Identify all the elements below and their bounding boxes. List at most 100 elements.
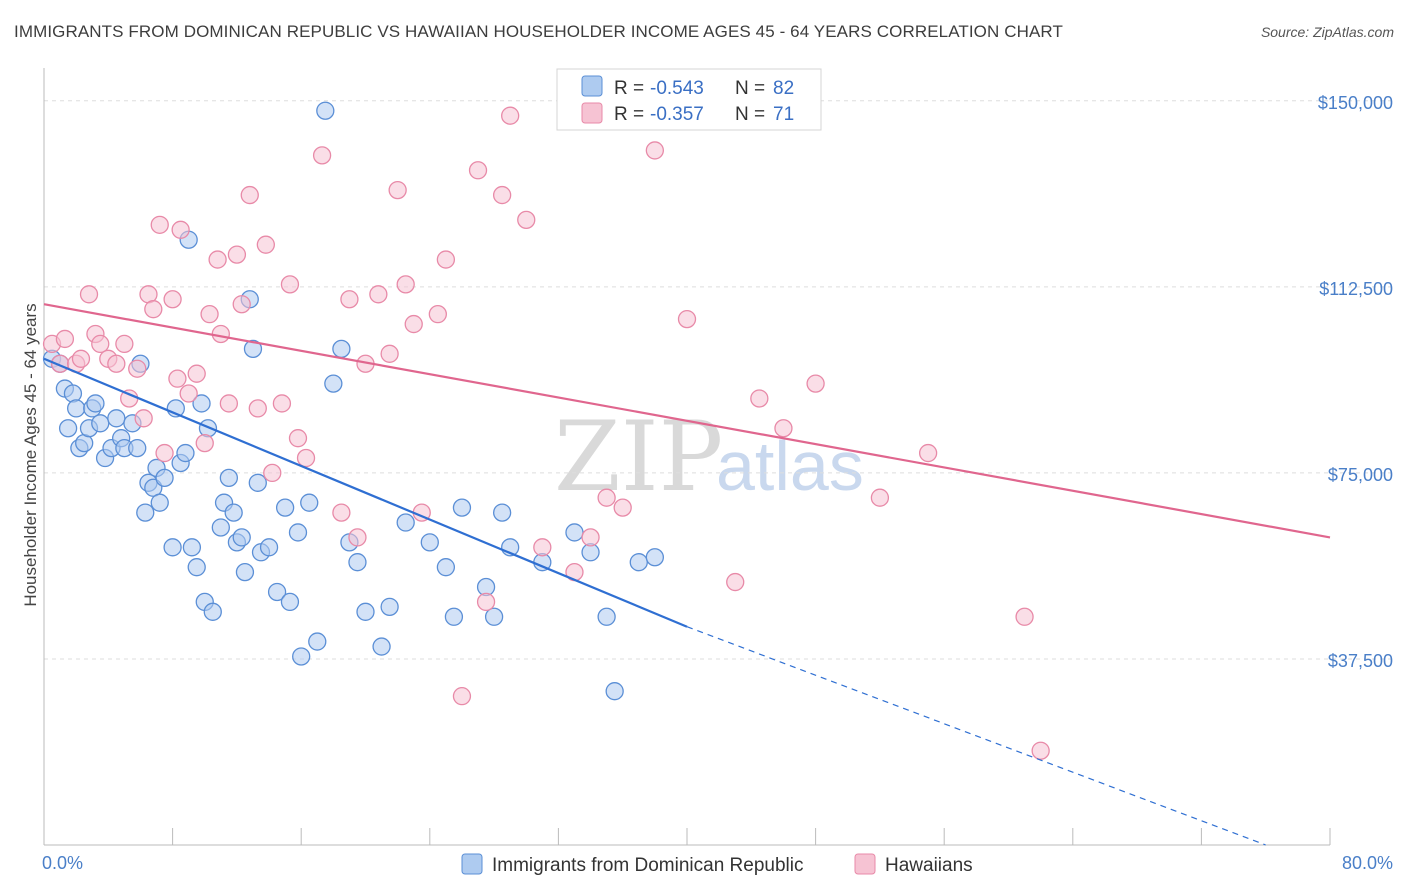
- hawaiians-point: [517, 210, 536, 230]
- hawaiians-point: [312, 146, 332, 165]
- dominican-republic-point: [316, 101, 335, 120]
- dominican-republic-point: [324, 374, 343, 393]
- x-tick-label-min: 0.0%: [42, 853, 83, 873]
- dominican-republic-point: [348, 553, 367, 572]
- hawaiians-point: [195, 433, 214, 453]
- dominican-republic-point: [243, 339, 263, 359]
- hawaiians-point: [348, 528, 367, 547]
- dominican-republic-point: [275, 498, 295, 517]
- y-tick-label: $112,500: [1319, 279, 1393, 299]
- hawaiians-point: [128, 359, 147, 378]
- dominican-republic-point: [219, 468, 239, 488]
- dominican-republic-point: [192, 394, 211, 413]
- hawaiians-point: [107, 354, 126, 373]
- hawaiians-point: [677, 309, 697, 329]
- dominican-republic-point: [372, 637, 391, 656]
- hawaiians-point: [452, 687, 472, 706]
- legend-n-value-2: 71: [773, 104, 794, 125]
- hawaiians-point: [369, 285, 388, 304]
- hawaiians-point: [428, 304, 447, 324]
- legend-swatch-blue: [581, 75, 603, 97]
- hawaiians-point: [171, 220, 190, 239]
- dominican-republic-point: [420, 533, 439, 552]
- dominican-republic-point: [629, 553, 648, 572]
- dominican-republic-point: [58, 419, 78, 438]
- hawaiians-point: [870, 488, 890, 507]
- hawaiians-point: [436, 250, 456, 269]
- trend-lines: [43, 303, 1331, 846]
- trend-line-dominican-republic-extension: [686, 626, 1266, 846]
- hawaiians-point: [380, 344, 399, 363]
- hawaiians-point: [332, 503, 351, 522]
- bottom-legend-swatch-pink: [854, 853, 876, 875]
- hawaiians-point: [288, 429, 308, 448]
- legend-n-label-1: N =: [735, 78, 765, 99]
- legend-r-label-2: R =: [614, 104, 644, 125]
- dominican-republic-point: [308, 632, 327, 651]
- hawaiians-point: [1031, 741, 1050, 760]
- watermark-zip: ZIP: [554, 401, 723, 513]
- hawaiians-point: [613, 498, 632, 517]
- dominican-republic-point: [155, 468, 174, 488]
- y-axis-label: Householder Income Ages 45 - 64 years: [21, 303, 40, 606]
- legend-n-label-2: N =: [735, 104, 765, 125]
- dominican-republic-point: [444, 607, 464, 626]
- dominican-republic-point: [380, 597, 399, 617]
- legend-n-value-1: 82: [773, 78, 794, 99]
- dominican-republic-point: [187, 558, 206, 577]
- hawaiians-point: [208, 250, 227, 269]
- hawaiians-point: [179, 384, 198, 403]
- hawaiians-point: [296, 448, 316, 468]
- dominican-republic-point: [63, 384, 83, 403]
- hawaiians-point: [144, 300, 163, 319]
- dominican-republic-point: [232, 528, 251, 547]
- hawaiians-point: [219, 394, 239, 413]
- dominican-republic-point: [235, 562, 255, 582]
- dominican-republic-point: [224, 503, 243, 522]
- hawaiians-point: [492, 185, 512, 205]
- dominican-republic-point: [259, 538, 279, 557]
- legend-r-value-1: -0.543: [650, 78, 704, 99]
- hawaiians-point: [726, 572, 745, 592]
- series-hawaiians-points: [42, 106, 1050, 760]
- hawaiians-point: [750, 389, 769, 408]
- y-tick-labels: $37,500 $75,000 $112,500 $150,000: [1318, 93, 1393, 671]
- hawaiians-point: [163, 290, 182, 309]
- dominican-republic-point: [605, 682, 624, 701]
- source-credit: Source: ZipAtlas.com: [1260, 24, 1394, 40]
- dominican-republic-point: [484, 607, 504, 626]
- dominican-republic-point: [91, 414, 110, 433]
- hawaiians-point: [806, 374, 825, 393]
- dominican-republic-point: [396, 513, 415, 532]
- dominican-republic-point: [288, 523, 308, 542]
- hawaiians-point: [227, 245, 247, 264]
- hawaiians-point: [533, 538, 552, 557]
- dominican-republic-point: [136, 503, 155, 522]
- dominican-republic-point: [67, 399, 86, 418]
- hawaiians-point: [468, 161, 488, 180]
- dominican-republic-point: [86, 394, 105, 413]
- dominican-republic-point: [452, 498, 472, 517]
- dominican-republic-point: [248, 473, 267, 492]
- hawaiians-point: [168, 369, 187, 388]
- hawaiians-point: [79, 285, 99, 304]
- hawaiians-point: [200, 304, 219, 324]
- dominican-republic-point: [150, 493, 169, 512]
- hawaiians-point: [91, 334, 110, 354]
- legend-r-label-1: R =: [614, 78, 644, 99]
- dominican-republic-point: [565, 523, 584, 542]
- y-tick-label: $37,500: [1328, 651, 1393, 671]
- dominican-republic-point: [163, 538, 182, 557]
- dominican-republic-point: [300, 493, 319, 512]
- legend-r-value-2: -0.357: [650, 104, 704, 125]
- dominican-republic-point: [211, 518, 230, 537]
- hawaiians-point: [918, 443, 938, 463]
- dominican-republic-point: [176, 443, 195, 463]
- hawaiians-point: [581, 528, 600, 547]
- hawaiians-point: [187, 364, 206, 383]
- hawaiians-point: [211, 324, 230, 344]
- bottom-legend: Immigrants from Dominican Republic Hawai…: [461, 853, 973, 876]
- hawaiians-point: [134, 409, 153, 428]
- bottom-legend-label-pink: Hawaiians: [885, 855, 973, 876]
